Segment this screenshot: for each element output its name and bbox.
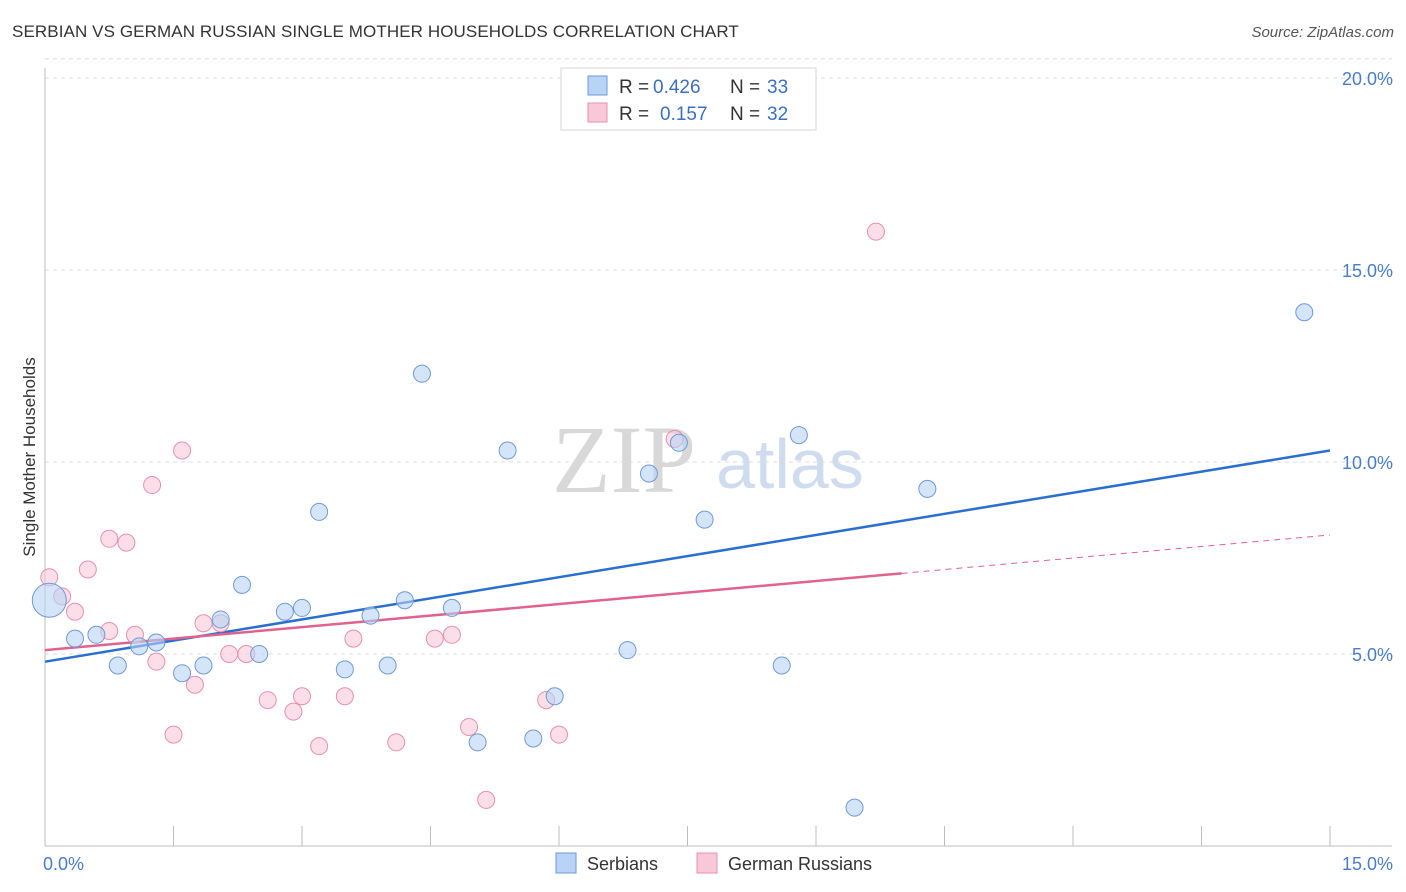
serbians-point <box>293 598 311 617</box>
serbians-point <box>918 479 937 498</box>
bottom-legend-swatch-german-russians <box>696 852 718 874</box>
german-russians-point <box>65 602 84 621</box>
x-tick-label: 0.0% <box>43 854 84 874</box>
serbians-point <box>250 645 269 663</box>
axes <box>44 68 1392 847</box>
serbians-point <box>524 729 543 748</box>
grid-lines <box>45 58 1392 655</box>
serbians-point <box>194 656 213 675</box>
german-russians-point <box>866 222 885 241</box>
y-tick-label: 10.0% <box>1342 453 1393 473</box>
serbians-point <box>361 606 380 625</box>
watermark-atlas: atlas <box>716 425 864 503</box>
legend-swatch-german-russians <box>587 102 608 123</box>
german-russians-point <box>310 737 329 756</box>
german-russians-point <box>442 625 461 644</box>
bottom-legend-swatch-serbians <box>555 852 577 874</box>
serbians-point <box>442 598 461 617</box>
serbians-point <box>845 798 864 817</box>
german-russians-point <box>194 614 213 633</box>
german-russians-point <box>335 687 354 706</box>
trend-lines <box>44 449 1331 663</box>
serbians-point <box>211 610 230 629</box>
serbians-point <box>695 510 714 529</box>
german-russians-point <box>258 691 277 710</box>
german-russians-trend-extension <box>901 534 1331 574</box>
legend-n-label: N = <box>730 77 760 98</box>
legend-r-value-serbians: 0.426 <box>653 77 701 98</box>
german-russians-point <box>185 675 204 694</box>
y-tick-label: 15.0% <box>1342 261 1393 281</box>
serbians-point <box>498 441 517 460</box>
german-russians-point <box>147 652 166 671</box>
german-russians-point <box>117 533 136 552</box>
serbians-point <box>65 629 84 648</box>
german-russians-point <box>100 529 119 548</box>
serbians-point <box>618 641 637 660</box>
german-russians-point <box>284 702 303 721</box>
serbians-point <box>233 575 252 594</box>
german-russians-point <box>387 733 406 752</box>
serbians-point <box>789 426 808 445</box>
serbians-point <box>130 637 149 656</box>
y-tick-label: 5.0% <box>1352 645 1393 665</box>
legend-n-value-serbians: 33 <box>767 77 788 98</box>
serbians-point <box>412 364 431 383</box>
serbians-point <box>147 633 166 652</box>
german-russians-point <box>78 560 97 579</box>
german-russians-trend-line <box>44 572 902 652</box>
serbians-point <box>31 582 67 618</box>
legend-swatch-serbians <box>587 75 608 96</box>
serbians-point <box>378 656 397 675</box>
german-russians-point <box>460 717 479 736</box>
serbians-point <box>275 602 294 621</box>
serbians-point <box>1295 303 1314 322</box>
x-tick-label: 15.0% <box>1342 854 1393 874</box>
serbians-point <box>310 502 329 521</box>
serbians-point <box>639 464 658 483</box>
legend-r-label: R = <box>619 104 649 125</box>
chart-title: SERBIAN VS GERMAN RUSSIAN SINGLE MOTHER … <box>12 22 739 41</box>
y-tick-label: 20.0% <box>1342 69 1393 89</box>
serbians-point <box>545 687 564 706</box>
serbians-point <box>335 660 354 679</box>
legend-r-value-german-russians: 0.157 <box>660 104 708 125</box>
x-tick-labels: 0.0% 15.0% <box>43 854 1393 874</box>
german-russians-point <box>173 441 192 460</box>
serbians-point <box>669 433 688 452</box>
german-russians-point <box>550 725 568 744</box>
german-russians-point <box>164 725 183 744</box>
german-russians-point <box>477 790 496 809</box>
y-axis-label: Single Mother Households <box>20 357 39 556</box>
german-russians-point <box>220 645 239 663</box>
legend-n-value-german-russians: 32 <box>767 104 788 125</box>
serbians-point <box>468 733 487 752</box>
bottom-legend-german-russians: German Russians <box>728 854 872 874</box>
legend: R = 0.426 N = 33 R = 0.157 N = 32 <box>560 67 817 131</box>
serbians-point <box>173 664 192 683</box>
legend-r-label: R = <box>619 77 649 98</box>
serbians-point <box>108 656 127 675</box>
watermark: ZIP atlas <box>552 406 864 513</box>
serbians-point <box>87 625 106 644</box>
german-russians-point <box>293 687 311 706</box>
serbians-trend-line <box>44 449 1331 663</box>
german-russians-point <box>143 476 162 495</box>
bottom-legend-serbians: Serbians <box>587 854 658 874</box>
data-points <box>31 222 1314 817</box>
german-russians-point <box>344 629 363 648</box>
y-tick-labels: 5.0% 10.0% 15.0% 20.0% <box>1342 69 1393 665</box>
german-russians-point <box>425 629 444 648</box>
bottom-legend: Serbians German Russians <box>555 852 872 874</box>
watermark-zip: ZIP <box>552 406 696 513</box>
serbians-point <box>395 591 414 610</box>
legend-n-label: N = <box>730 104 760 125</box>
source-label: Source: ZipAtlas.com <box>1251 24 1394 41</box>
serbians-point <box>772 656 791 675</box>
